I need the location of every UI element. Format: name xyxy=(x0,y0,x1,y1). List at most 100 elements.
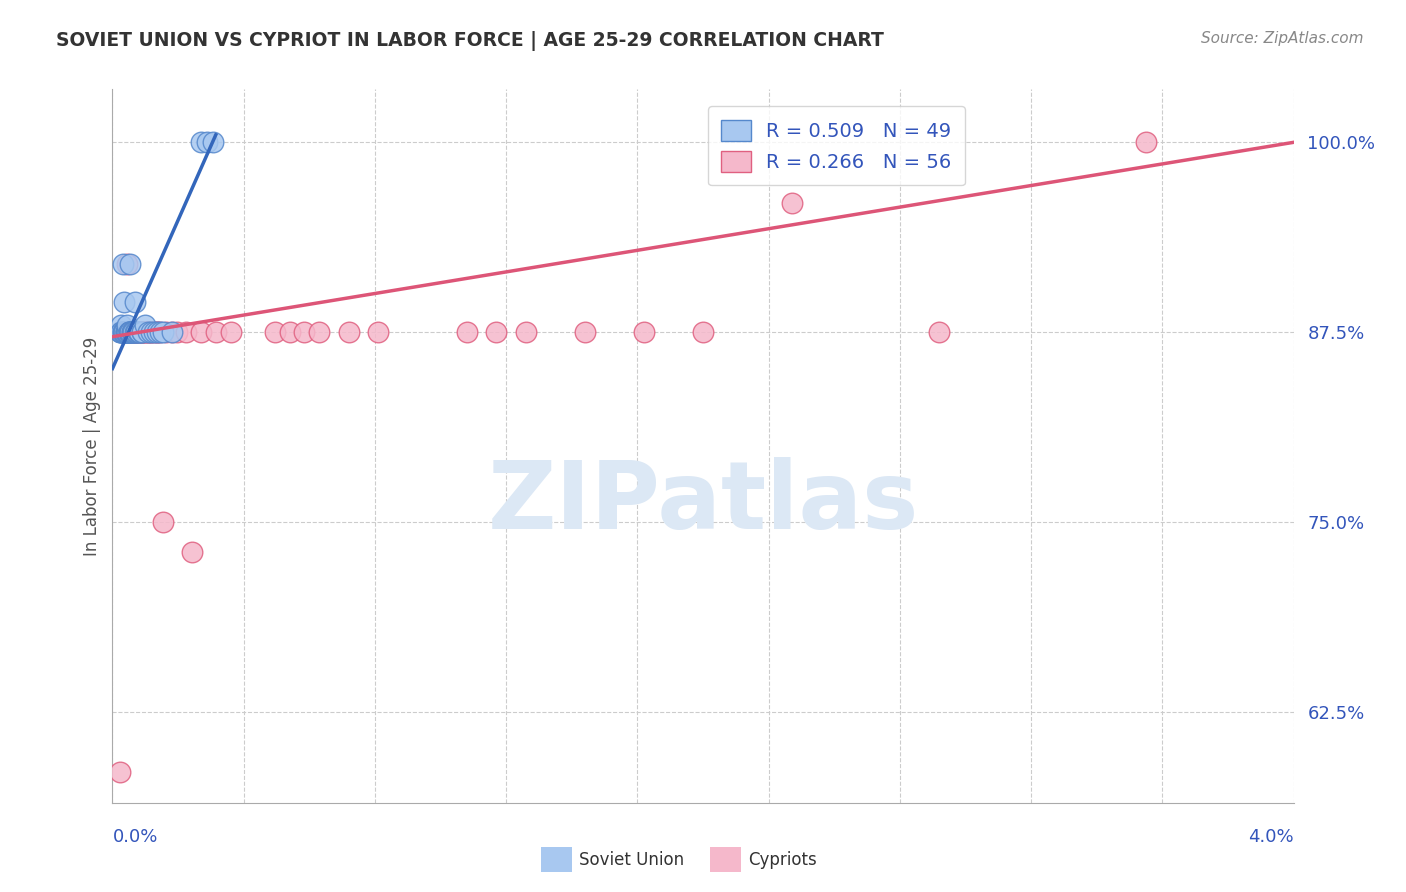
Point xyxy=(118,325,141,339)
Point xyxy=(139,325,162,339)
FancyBboxPatch shape xyxy=(534,842,578,878)
Text: Soviet Union: Soviet Union xyxy=(579,851,685,869)
Point xyxy=(112,294,135,309)
Point xyxy=(136,325,159,339)
Point xyxy=(112,325,135,339)
Point xyxy=(928,325,950,339)
Point xyxy=(111,257,134,271)
Point xyxy=(181,545,204,559)
Point xyxy=(111,325,134,339)
Point xyxy=(574,325,596,339)
Point xyxy=(155,325,177,339)
Point xyxy=(131,325,153,339)
Point xyxy=(142,325,165,339)
Point xyxy=(122,325,145,339)
Point xyxy=(131,325,153,339)
Point xyxy=(108,325,131,339)
Point xyxy=(292,325,315,339)
Point xyxy=(121,325,143,339)
Point xyxy=(117,325,138,339)
Point xyxy=(142,325,165,339)
Point xyxy=(134,318,156,332)
Point xyxy=(124,325,146,339)
Text: ZIPatlas: ZIPatlas xyxy=(488,457,918,549)
Point xyxy=(139,325,162,339)
Point xyxy=(149,325,172,339)
Point xyxy=(110,318,132,332)
Point xyxy=(112,325,135,339)
Point xyxy=(125,325,148,339)
Point xyxy=(114,325,136,339)
Point xyxy=(117,318,138,332)
Point xyxy=(278,325,301,339)
Text: Source: ZipAtlas.com: Source: ZipAtlas.com xyxy=(1201,31,1364,46)
Point xyxy=(456,325,478,339)
Point xyxy=(127,325,149,339)
Point xyxy=(146,325,169,339)
Point xyxy=(264,325,287,339)
Point xyxy=(121,325,143,339)
FancyBboxPatch shape xyxy=(703,842,747,878)
Point xyxy=(122,325,145,339)
Point xyxy=(633,325,655,339)
Point xyxy=(117,325,138,339)
Point xyxy=(308,325,330,339)
Point xyxy=(125,325,148,339)
Text: Cypriots: Cypriots xyxy=(748,851,817,869)
Point xyxy=(111,325,134,339)
Point xyxy=(114,325,136,339)
Point xyxy=(128,325,150,339)
Point xyxy=(485,325,508,339)
Point xyxy=(190,136,212,150)
Point xyxy=(120,325,142,339)
Point xyxy=(128,325,150,339)
Point xyxy=(174,325,197,339)
Text: SOVIET UNION VS CYPRIOT IN LABOR FORCE | AGE 25-29 CORRELATION CHART: SOVIET UNION VS CYPRIOT IN LABOR FORCE |… xyxy=(56,31,884,51)
Point xyxy=(128,325,150,339)
Point xyxy=(110,325,132,339)
Point xyxy=(166,325,188,339)
Point xyxy=(136,325,159,339)
Point xyxy=(152,515,174,529)
Point xyxy=(205,325,228,339)
Point xyxy=(780,196,803,211)
Point xyxy=(195,136,218,150)
Point xyxy=(120,325,142,339)
Point xyxy=(146,325,169,339)
Point xyxy=(160,325,183,339)
Text: 0.0%: 0.0% xyxy=(112,828,157,846)
Point xyxy=(117,325,138,339)
Point xyxy=(112,325,135,339)
Text: 4.0%: 4.0% xyxy=(1249,828,1294,846)
Point xyxy=(114,325,136,339)
Point xyxy=(112,325,135,339)
Point xyxy=(108,325,131,339)
Point xyxy=(117,257,138,271)
Point xyxy=(149,325,172,339)
Point xyxy=(134,325,156,339)
Point xyxy=(146,325,169,339)
Point xyxy=(131,325,153,339)
Point xyxy=(515,325,537,339)
Point xyxy=(117,325,138,339)
Point xyxy=(110,325,132,339)
Point xyxy=(124,325,146,339)
Point xyxy=(131,325,153,339)
Point xyxy=(108,765,131,780)
Point xyxy=(136,325,159,339)
Point xyxy=(120,325,142,339)
Point xyxy=(337,325,360,339)
Point xyxy=(160,325,183,339)
Point xyxy=(118,325,141,339)
Point xyxy=(1135,136,1157,150)
Point xyxy=(124,325,146,339)
Point xyxy=(120,325,142,339)
Point xyxy=(692,325,714,339)
Point xyxy=(122,325,145,339)
Point xyxy=(117,325,138,339)
Point xyxy=(112,325,135,339)
Point xyxy=(121,325,143,339)
Point xyxy=(190,325,212,339)
Point xyxy=(134,325,156,339)
Point xyxy=(125,325,148,339)
